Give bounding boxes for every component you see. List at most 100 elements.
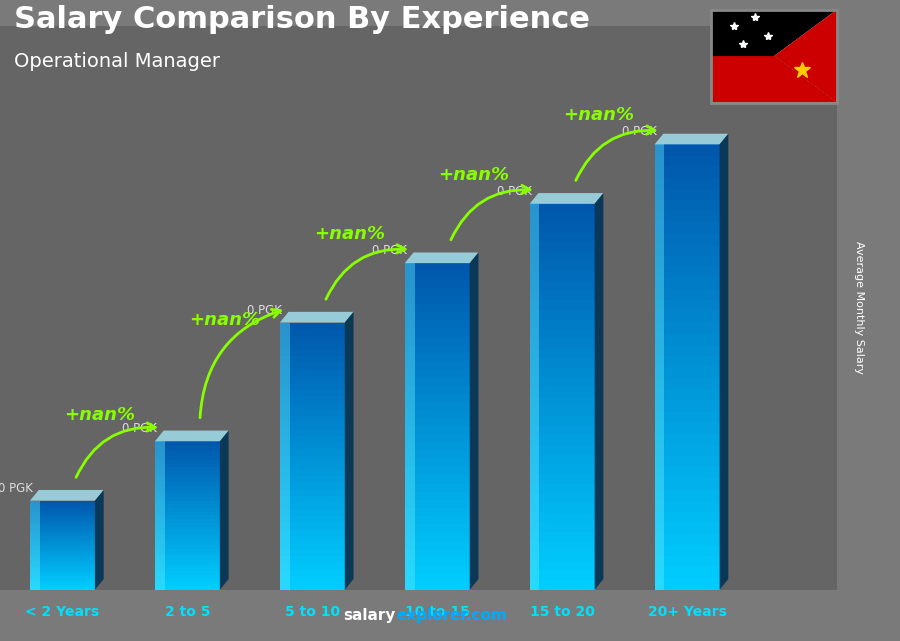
Polygon shape — [280, 403, 345, 410]
Polygon shape — [530, 281, 595, 290]
Polygon shape — [530, 570, 595, 580]
Polygon shape — [405, 508, 470, 516]
Polygon shape — [405, 516, 470, 524]
Polygon shape — [530, 522, 595, 532]
Polygon shape — [280, 363, 345, 369]
Polygon shape — [530, 213, 595, 223]
Polygon shape — [530, 406, 595, 416]
Polygon shape — [530, 204, 539, 590]
Polygon shape — [30, 528, 94, 529]
Polygon shape — [30, 534, 94, 537]
Polygon shape — [405, 574, 470, 581]
Text: Operational Manager: Operational Manager — [14, 52, 220, 71]
Polygon shape — [530, 349, 595, 358]
Text: Salary Comparison By Experience: Salary Comparison By Experience — [14, 4, 590, 34]
Polygon shape — [530, 435, 595, 445]
Text: 0 PGK: 0 PGK — [373, 244, 407, 257]
Polygon shape — [530, 580, 595, 590]
Polygon shape — [280, 369, 345, 376]
Polygon shape — [280, 376, 345, 383]
Polygon shape — [530, 503, 595, 513]
Polygon shape — [280, 523, 345, 529]
Polygon shape — [280, 396, 345, 403]
Polygon shape — [530, 339, 595, 349]
Polygon shape — [405, 483, 470, 492]
Polygon shape — [530, 416, 595, 426]
Polygon shape — [405, 296, 470, 304]
Polygon shape — [530, 368, 595, 378]
Polygon shape — [155, 493, 220, 497]
Polygon shape — [280, 516, 345, 523]
Text: 10 to 15: 10 to 15 — [405, 604, 470, 619]
Polygon shape — [30, 572, 94, 574]
Polygon shape — [405, 443, 470, 451]
Polygon shape — [405, 410, 470, 419]
Polygon shape — [654, 211, 720, 222]
Polygon shape — [280, 342, 345, 349]
Text: +nan%: +nan% — [314, 225, 384, 243]
Polygon shape — [280, 336, 345, 342]
Polygon shape — [654, 245, 720, 256]
Polygon shape — [280, 576, 345, 583]
Polygon shape — [654, 545, 720, 556]
Text: 20+ Years: 20+ Years — [648, 604, 726, 619]
Polygon shape — [654, 367, 720, 378]
Polygon shape — [405, 451, 470, 459]
Polygon shape — [280, 496, 345, 503]
Polygon shape — [155, 549, 220, 553]
Polygon shape — [155, 575, 220, 579]
Polygon shape — [530, 271, 595, 281]
Polygon shape — [530, 551, 595, 561]
Polygon shape — [155, 560, 220, 563]
Polygon shape — [280, 349, 345, 356]
Polygon shape — [155, 538, 220, 542]
Polygon shape — [30, 516, 94, 519]
Polygon shape — [94, 490, 104, 590]
Polygon shape — [530, 300, 595, 310]
Polygon shape — [30, 501, 94, 503]
Polygon shape — [280, 483, 345, 490]
Polygon shape — [280, 570, 345, 576]
Polygon shape — [530, 397, 595, 406]
Polygon shape — [155, 579, 220, 582]
Polygon shape — [30, 519, 94, 520]
Polygon shape — [30, 520, 94, 523]
Polygon shape — [530, 223, 595, 233]
Text: 0 PGK: 0 PGK — [498, 185, 532, 198]
Polygon shape — [530, 204, 595, 213]
Polygon shape — [155, 571, 220, 575]
Polygon shape — [405, 288, 470, 296]
Polygon shape — [280, 543, 345, 549]
Polygon shape — [345, 312, 354, 590]
Polygon shape — [654, 478, 720, 490]
Polygon shape — [30, 585, 94, 588]
Polygon shape — [530, 426, 595, 435]
Polygon shape — [530, 242, 595, 252]
Polygon shape — [30, 567, 94, 570]
Bar — [0, 26, 837, 590]
Polygon shape — [530, 290, 595, 300]
Polygon shape — [405, 394, 470, 402]
Polygon shape — [654, 401, 720, 412]
Polygon shape — [30, 558, 94, 561]
Polygon shape — [774, 10, 837, 103]
Polygon shape — [30, 507, 94, 510]
Polygon shape — [155, 471, 220, 475]
Polygon shape — [530, 474, 595, 483]
Polygon shape — [155, 512, 220, 515]
Polygon shape — [280, 456, 345, 463]
Text: 0 PGK: 0 PGK — [248, 304, 283, 317]
Polygon shape — [280, 490, 345, 496]
Polygon shape — [654, 334, 720, 345]
Polygon shape — [155, 515, 220, 519]
Polygon shape — [405, 263, 470, 271]
Polygon shape — [280, 549, 345, 556]
Polygon shape — [30, 523, 94, 525]
Text: +nan%: +nan% — [189, 311, 260, 329]
Polygon shape — [30, 583, 94, 585]
Polygon shape — [405, 581, 470, 590]
Polygon shape — [405, 500, 470, 508]
Polygon shape — [405, 524, 470, 533]
Polygon shape — [654, 356, 720, 367]
Polygon shape — [405, 557, 470, 565]
